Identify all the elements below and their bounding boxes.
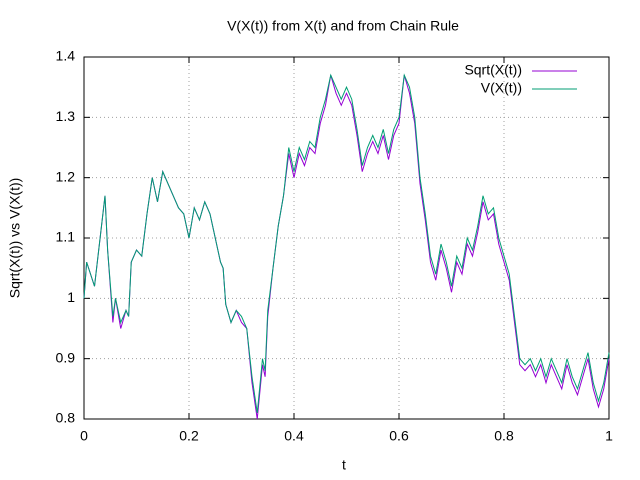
y-tick-label: 1.3 — [56, 108, 76, 124]
x-tick-label: 0.8 — [494, 428, 514, 444]
y-axis-label: Sqrt(X(t)) vs V(X(t)) — [7, 178, 23, 299]
y-tick-label: 1 — [67, 289, 75, 305]
x-tick-label: 1 — [605, 428, 613, 444]
legend-label: Sqrt(X(t)) — [464, 62, 522, 78]
y-tick-label: 1.2 — [56, 168, 76, 184]
y-tick-label: 1.1 — [56, 229, 76, 245]
chart-title: V(X(t)) from X(t) and from Chain Rule — [227, 18, 459, 34]
x-tick-label: 0.4 — [284, 428, 304, 444]
y-tick-label: 1.4 — [56, 48, 76, 64]
x-tick-label: 0 — [80, 428, 88, 444]
legend-label: V(X(t)) — [481, 80, 522, 96]
series-line — [83, 73, 610, 414]
x-axis-label: t — [342, 457, 346, 473]
y-tick-label: 0.8 — [56, 410, 76, 426]
x-tick-label: 0.2 — [179, 428, 199, 444]
plot-border — [83, 56, 610, 420]
y-tick-label: 0.9 — [56, 349, 76, 365]
x-tick-label: 0.6 — [389, 428, 409, 444]
